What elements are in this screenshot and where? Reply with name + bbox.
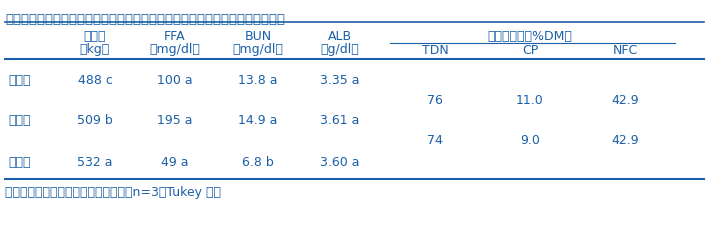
Text: 42.9: 42.9 [611,93,639,106]
Text: 100 a: 100 a [157,73,193,86]
Text: （mg/dl）: （mg/dl） [233,43,284,56]
Text: 9.0: 9.0 [520,133,540,146]
Text: TDN: TDN [422,43,448,56]
Text: ALB: ALB [328,29,352,42]
Text: 488 c: 488 c [77,73,113,86]
Text: BUN: BUN [245,29,272,42]
Text: 放牧草成分（%DM）: 放牧草成分（%DM） [488,29,572,42]
Text: 509 b: 509 b [77,113,113,126]
Text: ４週後: ４週後 [8,113,30,126]
Text: 牛体重: 牛体重 [84,29,106,42]
Text: 14.9 a: 14.9 a [238,113,278,126]
Text: 同一文字間に５％水準で有意差なし（n=3，Tukey 法）: 同一文字間に５％水準で有意差なし（n=3，Tukey 法） [5,186,221,199]
Text: （mg/dl）: （mg/dl） [150,43,201,56]
Text: FFA: FFA [164,29,186,42]
Text: （kg）: （kg） [80,43,110,56]
Text: 532 a: 532 a [77,156,113,169]
Text: 3.61 a: 3.61 a [320,113,359,126]
Text: 195 a: 195 a [157,113,193,126]
Text: 49 a: 49 a [161,156,189,169]
Text: 3.35 a: 3.35 a [320,73,359,86]
Text: ８週後: ８週後 [8,156,30,169]
Text: CP: CP [522,43,538,56]
Text: 74: 74 [427,133,443,146]
Text: 表２　標準播イタリアンライグラスを利用した冬季放牧における牛の栄養状態: 表２ 標準播イタリアンライグラスを利用した冬季放牧における牛の栄養状態 [5,13,285,26]
Text: 42.9: 42.9 [611,133,639,146]
Text: 放牧前: 放牧前 [8,73,30,86]
Text: 76: 76 [427,93,443,106]
Text: （g/dl）: （g/dl） [320,43,359,56]
Text: 3.60 a: 3.60 a [320,156,359,169]
Text: NFC: NFC [613,43,637,56]
Text: 6.8 b: 6.8 b [242,156,274,169]
Text: 13.8 a: 13.8 a [238,73,278,86]
Text: 11.0: 11.0 [516,93,544,106]
